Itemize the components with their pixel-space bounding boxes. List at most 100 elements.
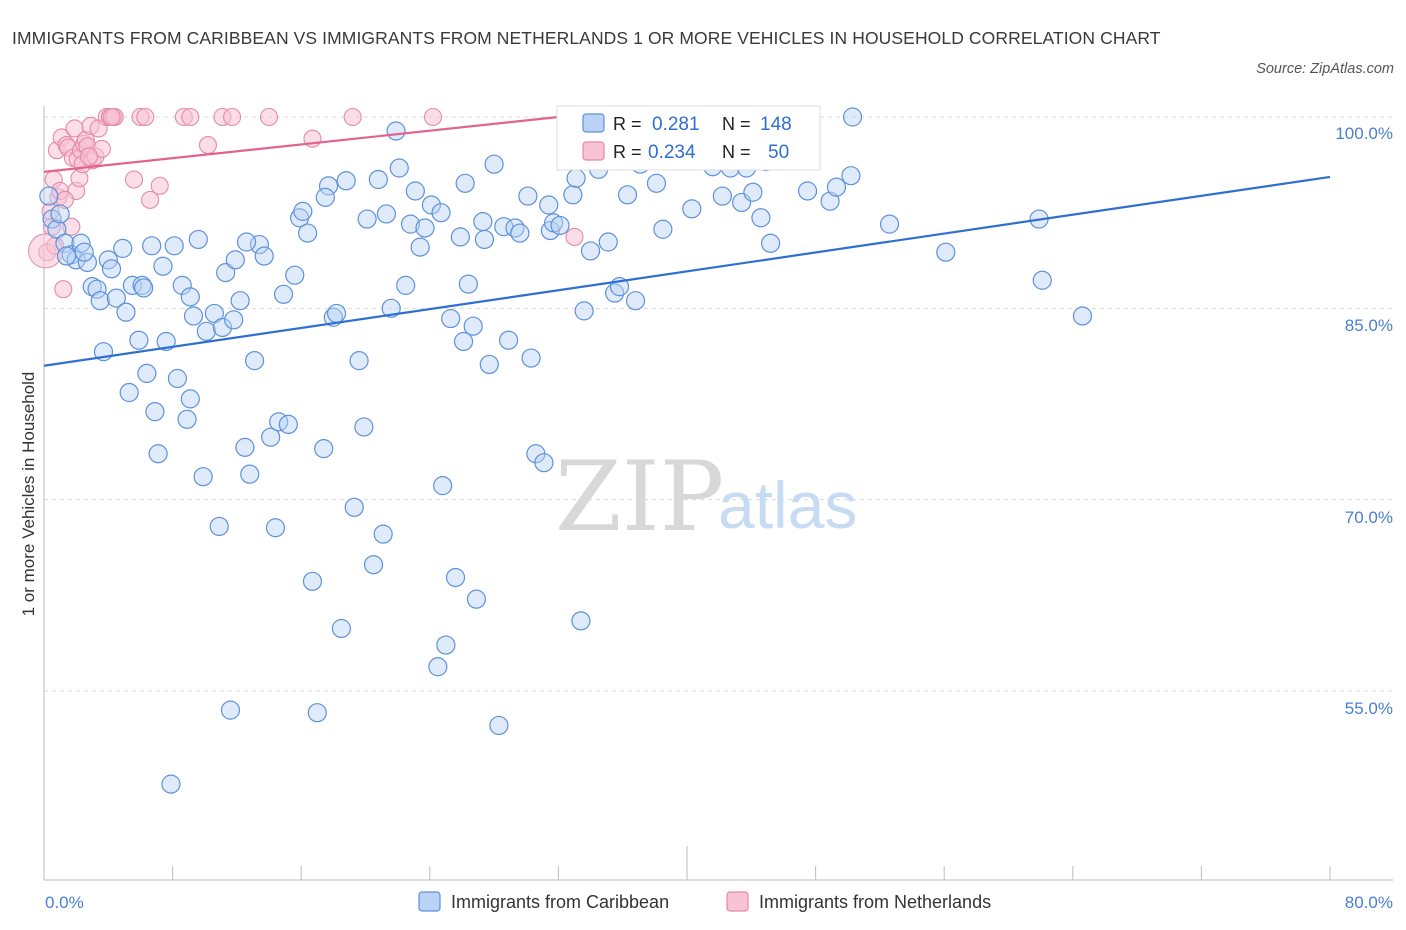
- caribbean-point: [90, 291, 110, 311]
- n-label: N =: [722, 114, 751, 134]
- r-label: R =: [613, 142, 642, 162]
- caribbean-point: [646, 173, 667, 193]
- source-label: Source: ZipAtlas.com: [1256, 61, 1394, 77]
- caribbean-point: [450, 227, 470, 247]
- caribbean-point: [682, 199, 702, 219]
- caribbean-point: [183, 306, 204, 326]
- caribbean-point: [625, 291, 646, 311]
- caribbean-point: [167, 368, 188, 389]
- caribbean-point: [376, 204, 396, 224]
- caribbean-point: [373, 524, 393, 544]
- caribbean-point: [760, 233, 781, 253]
- caribbean-point: [381, 298, 401, 318]
- caribbean-point: [574, 301, 594, 321]
- caribbean-point: [161, 774, 181, 794]
- caribbean-point: [285, 265, 305, 285]
- caribbean-point: [368, 169, 388, 190]
- caribbean-point: [261, 427, 281, 447]
- caribbean-point: [421, 195, 442, 215]
- caribbean-point: [879, 214, 900, 234]
- caribbean-point: [458, 274, 478, 294]
- n-label: N =: [722, 142, 751, 162]
- netherlands-point: [141, 190, 160, 209]
- netherlands-point: [150, 176, 169, 195]
- caribbean-point: [106, 288, 126, 308]
- caribbean-point: [134, 278, 154, 298]
- caribbean-point: [566, 168, 586, 188]
- caribbean-point: [473, 211, 493, 232]
- x-tick-marks: [43, 846, 1331, 880]
- caribbean-point: [797, 181, 818, 201]
- caribbean-point: [196, 321, 216, 341]
- caribbean-point: [521, 348, 541, 368]
- caribbean-point: [842, 107, 863, 127]
- caribbean-points: [39, 107, 1093, 794]
- caribbean-point: [119, 382, 139, 403]
- caribbean-point: [156, 331, 176, 352]
- caribbean-point: [563, 185, 583, 205]
- caribbean-point: [145, 402, 165, 422]
- caribbean-point: [357, 209, 377, 229]
- legend-label-netherlands: Immigrants from Netherlands: [759, 892, 991, 912]
- netherlands-point: [565, 227, 584, 246]
- caribbean-point: [180, 287, 200, 307]
- caribbean-point: [326, 303, 347, 324]
- caribbean-point: [580, 241, 601, 261]
- caribbean-point: [177, 409, 197, 429]
- netherlands-point: [102, 107, 121, 127]
- caribbean-point: [431, 203, 451, 223]
- caribbean-point: [410, 237, 430, 257]
- netherlands-point: [181, 107, 200, 127]
- caribbean-point: [216, 263, 236, 283]
- caribbean-point: [743, 182, 763, 202]
- netherlands-point: [124, 170, 144, 189]
- y-axis-label: 1 or more Vehicles in Household: [19, 372, 38, 617]
- caribbean-point: [180, 389, 200, 409]
- caribbean-point: [224, 310, 244, 330]
- watermark-zip: ZIP: [555, 441, 724, 553]
- y-tick-label: 100.0%: [1335, 124, 1393, 143]
- netherlands-point: [423, 107, 443, 127]
- caribbean-point: [56, 246, 77, 266]
- caribbean-point: [101, 259, 122, 279]
- caribbean-point: [315, 187, 335, 207]
- n-value-caribbean: 148: [760, 114, 792, 135]
- caribbean-point: [826, 177, 847, 197]
- x-tick-label-max: 80.0%: [1345, 893, 1393, 912]
- caribbean-point: [209, 516, 229, 537]
- caribbean-point: [534, 453, 554, 473]
- chart-title: IMMIGRANTS FROM CARIBBEAN VS IMMIGRANTS …: [12, 28, 1161, 48]
- caribbean-point: [273, 284, 294, 304]
- caribbean-point: [455, 173, 475, 193]
- caribbean-point: [396, 275, 416, 295]
- legend-swatch-caribbean: [418, 891, 441, 912]
- caribbean-point: [113, 238, 133, 258]
- caribbean-point: [212, 317, 233, 338]
- caribbean-point: [244, 351, 265, 371]
- caribbean-point: [415, 218, 435, 238]
- caribbean-point: [188, 229, 208, 250]
- netherlands-point: [198, 136, 218, 155]
- netherlands-swatch: [582, 141, 605, 161]
- caribbean-point: [463, 316, 483, 336]
- caribbean-point: [236, 232, 257, 252]
- caribbean-point: [441, 308, 461, 329]
- netherlands-point: [259, 107, 279, 127]
- r-value-netherlands: 0.234: [648, 142, 696, 163]
- caribbean-swatch: [582, 113, 605, 133]
- caribbean-point: [235, 437, 255, 457]
- caribbean-point: [712, 186, 732, 206]
- caribbean-trend-line: [43, 175, 1331, 367]
- caribbean-point: [466, 589, 487, 609]
- caribbean-point: [474, 229, 495, 250]
- caribbean-point: [751, 208, 771, 228]
- caribbean-point: [389, 158, 409, 178]
- caribbean-point: [428, 657, 448, 677]
- caribbean-point: [484, 154, 504, 174]
- caribbean-point: [240, 464, 260, 484]
- caribbean-point: [841, 166, 861, 186]
- caribbean-point: [344, 497, 364, 517]
- caribbean-point: [142, 236, 162, 256]
- caribbean-point: [598, 232, 618, 252]
- caribbean-point: [479, 354, 499, 375]
